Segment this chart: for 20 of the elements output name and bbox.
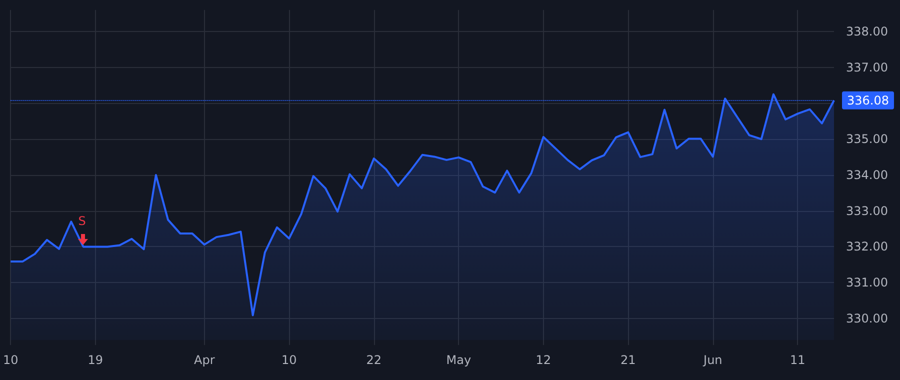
x-tick-label: 11	[790, 353, 806, 367]
x-tick-label: 22	[366, 353, 382, 367]
x-tick-label: 19	[88, 353, 104, 367]
x-tick-label: 12	[536, 353, 552, 367]
y-tick-label: 333.00	[846, 204, 888, 218]
x-tick-label: May	[446, 353, 472, 367]
ref-line-label: 336.08	[847, 93, 889, 108]
x-tick-label: 21	[620, 353, 636, 367]
annotation: S	[78, 214, 86, 228]
y-tick-label: 335.00	[846, 132, 888, 146]
y-tick-label: 338.00	[846, 24, 888, 39]
y-tick-label: 334.00	[846, 168, 888, 182]
x-tick-label: Jun	[702, 353, 722, 367]
x-tick-label: 10	[2, 353, 18, 367]
y-tick-label: 337.00	[846, 60, 888, 74]
x-tick-label: Apr	[194, 353, 215, 367]
y-tick-label: 331.00	[846, 276, 888, 290]
y-tick-label: 332.00	[846, 240, 888, 254]
y-tick-label: 330.00	[846, 311, 888, 326]
x-tick-label: 10	[281, 353, 297, 367]
